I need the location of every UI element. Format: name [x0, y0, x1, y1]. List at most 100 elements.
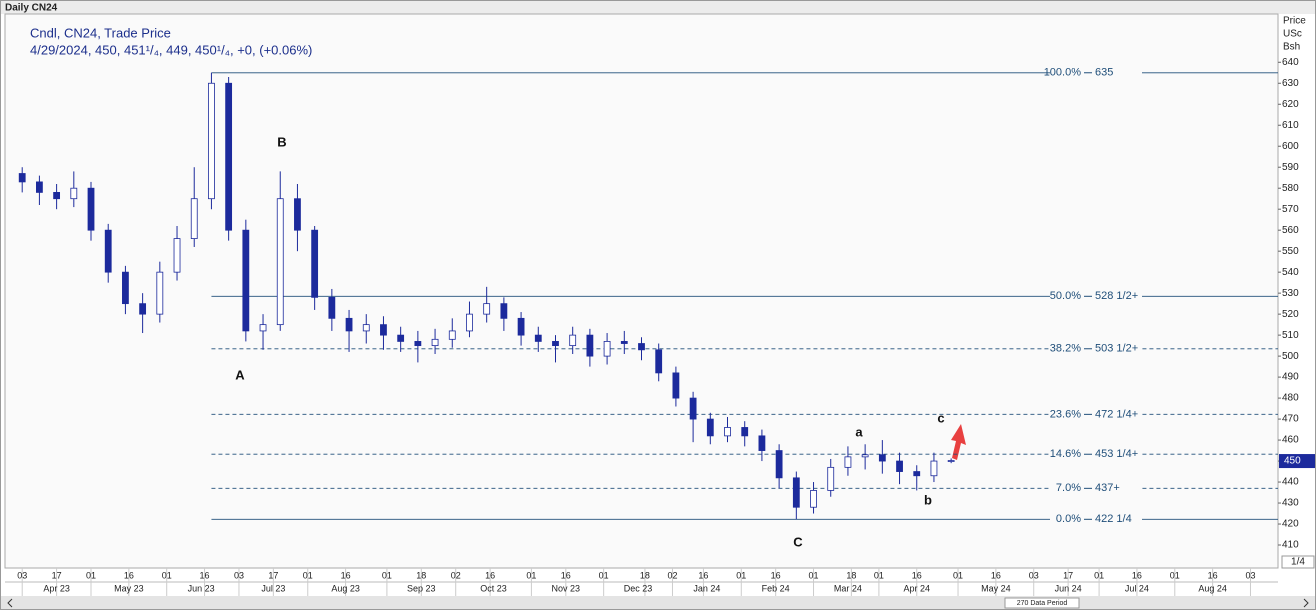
chart-subtitle: Cndl, CN24, Trade Price — [30, 25, 171, 40]
fib-label-bg — [1050, 482, 1142, 495]
fib-price: 528 1/2+ — [1095, 290, 1138, 302]
candle-body — [672, 372, 680, 399]
y-tick-label: 540 — [1282, 267, 1299, 278]
fib-label-bg — [1050, 513, 1142, 526]
x-tick-label: 16 — [341, 570, 351, 580]
candle-body — [861, 454, 869, 458]
candle-body — [517, 317, 525, 336]
candle-body — [844, 456, 852, 468]
candle-body — [345, 317, 353, 332]
candle-body — [689, 397, 697, 420]
x-tick-label: 16 — [991, 570, 1001, 580]
month-label: Nov 23 — [552, 583, 581, 593]
fib-price: 635 — [1095, 67, 1113, 79]
candle-body — [104, 229, 112, 273]
y-axis-label: Bsh — [1283, 42, 1300, 53]
candle-body — [827, 466, 835, 491]
x-tick-label: 16 — [485, 570, 495, 580]
month-label: Aug 23 — [331, 583, 360, 593]
x-tick-label: 01 — [303, 570, 313, 580]
x-tick-label: 01 — [1170, 570, 1180, 580]
x-tick-label: 16 — [912, 570, 922, 580]
x-tick-label: 17 — [268, 570, 278, 580]
fib-pct: 50.0% — [1050, 290, 1081, 302]
candle-body — [706, 418, 714, 437]
fib-pct: 23.6% — [1050, 408, 1081, 420]
y-tick-label: 560 — [1282, 225, 1299, 236]
x-tick-label: 01 — [953, 570, 963, 580]
candle-body — [190, 198, 198, 239]
x-tick-label: 16 — [200, 570, 210, 580]
x-tick-label: 01 — [382, 570, 392, 580]
candle-body — [930, 460, 938, 477]
y-tick-label: 590 — [1282, 162, 1299, 173]
candle-body — [414, 341, 422, 347]
x-tick-label: 18 — [846, 570, 856, 580]
candle-body — [139, 303, 147, 315]
x-tick-label: 01 — [736, 570, 746, 580]
month-label: Mar 24 — [834, 583, 862, 593]
scrollbar[interactable] — [1, 596, 1315, 609]
fib-pct: 0.0% — [1056, 513, 1081, 525]
fib-pct: 7.0% — [1056, 482, 1081, 494]
x-tick-label: 01 — [162, 570, 172, 580]
month-label: Oct 23 — [480, 583, 507, 593]
candle-body — [36, 181, 43, 193]
candle-body — [741, 427, 749, 437]
x-tick-label: 01 — [874, 570, 884, 580]
month-label: Jun 24 — [1055, 583, 1082, 593]
y-axis-label: USc — [1283, 29, 1302, 40]
candle-body — [242, 229, 250, 332]
wave-label: b — [924, 492, 932, 507]
y-tick-label: 530 — [1282, 288, 1299, 299]
candle-body — [500, 303, 508, 319]
candle-body — [775, 450, 783, 479]
tick-size: 1/4 — [1291, 557, 1305, 568]
x-tick-label: 03 — [234, 570, 244, 580]
month-label: Jul 24 — [1125, 583, 1149, 593]
candle-body — [87, 187, 95, 231]
y-tick-label: 500 — [1282, 351, 1299, 362]
wave-label: C — [793, 534, 803, 549]
x-tick-label: 03 — [17, 570, 27, 580]
x-tick-label: 16 — [124, 570, 134, 580]
y-tick-label: 430 — [1282, 498, 1299, 509]
scroll-right[interactable] — [1303, 598, 1309, 608]
y-axis-label: Price — [1283, 16, 1306, 27]
y-tick-label: 620 — [1282, 99, 1299, 110]
scroll-left[interactable] — [7, 598, 13, 608]
y-tick-label: 510 — [1282, 330, 1299, 341]
fib-pct: 100.0% — [1044, 67, 1082, 79]
fib-price: 422 1/4 — [1095, 513, 1132, 525]
x-tick-label: 18 — [640, 570, 650, 580]
fib-price: 437+ — [1095, 482, 1120, 494]
y-tick-label: 640 — [1282, 57, 1299, 68]
wave-label: c — [937, 410, 944, 425]
y-tick-label: 570 — [1282, 204, 1299, 215]
fib-price: 472 1/4+ — [1095, 408, 1138, 420]
x-tick-label: 01 — [1094, 570, 1104, 580]
candle-body — [552, 341, 559, 347]
x-tick-label: 01 — [809, 570, 819, 580]
fib-price: 503 1/2+ — [1095, 343, 1138, 355]
y-tick-label: 410 — [1282, 540, 1299, 551]
wave-label: A — [235, 367, 245, 382]
up-arrow — [951, 424, 966, 460]
wave-label: a — [855, 424, 863, 439]
x-tick-label: 17 — [1063, 570, 1073, 580]
candle-body — [70, 187, 78, 200]
candle-body — [534, 334, 542, 342]
month-label: Dec 23 — [624, 583, 653, 593]
candle-body — [947, 460, 955, 462]
x-tick-label: 18 — [416, 570, 426, 580]
fib-label-bg — [1050, 290, 1142, 303]
y-tick-label: 610 — [1282, 120, 1299, 131]
fib-label-bg — [1050, 342, 1142, 355]
x-tick-label: 01 — [526, 570, 536, 580]
candle-body — [173, 238, 181, 273]
current-price: 450 — [1284, 456, 1301, 467]
x-tick-label: 17 — [52, 570, 62, 580]
candle-body — [638, 343, 645, 351]
candle-body — [655, 349, 663, 374]
